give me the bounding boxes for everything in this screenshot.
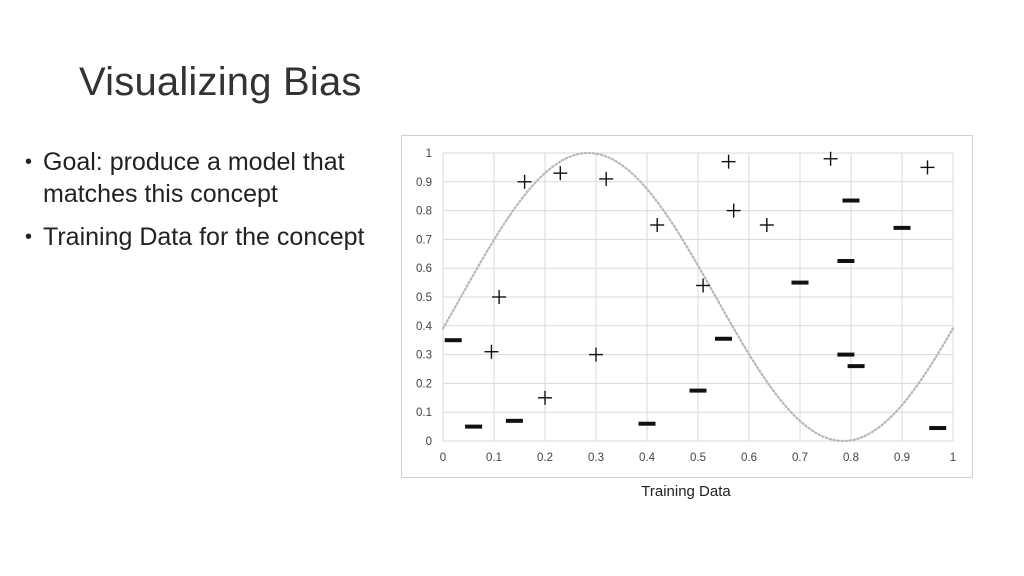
bullet-item: • Goal: produce a model that matches thi… [22, 146, 382, 210]
y-tick-label: 0.5 [416, 292, 432, 304]
dash-marker [465, 424, 483, 429]
dash-marker [837, 259, 855, 263]
chart-caption: Training Data [641, 483, 731, 500]
plus-marker [492, 290, 507, 304]
bullet-list: • Goal: produce a model that matches thi… [22, 146, 382, 264]
y-tick-label: 0 [426, 436, 432, 448]
y-tick-label: 0.2 [416, 378, 432, 390]
x-tick-label: 0.6 [741, 452, 757, 464]
plus-marker [517, 174, 532, 189]
y-tick-label: 1 [426, 148, 432, 160]
dash-marker [689, 388, 707, 393]
y-tick-label: 0.3 [416, 350, 432, 362]
x-tick-label: 0.4 [639, 452, 656, 464]
chart-svg: 0 0.1 0.2 0.3 0.4 0.5 0.6 0.7 0.8 0.9 1 0 0.1 0.2 0.3 0… [416, 148, 956, 464]
y-tick-label: 0.4 [416, 321, 433, 333]
plus-marker [589, 347, 603, 362]
dash-marker [929, 426, 947, 431]
plus-marker [823, 151, 838, 166]
y-tick-label: 0.6 [416, 263, 432, 275]
dash-marker [444, 338, 462, 343]
plus-marker [553, 166, 568, 181]
dash-marker [842, 198, 860, 203]
x-tick-label: 0.2 [537, 452, 553, 464]
plus-marker [759, 218, 774, 232]
dash-marker [893, 225, 911, 230]
x-tick-label: 0.9 [894, 452, 910, 464]
slide-title: Visualizing Bias [79, 60, 362, 104]
scatter-chart: 0 0.1 0.2 0.3 0.4 0.5 0.6 0.7 0.8 0.9 1 0 0.1 0.2 0.3 0… [401, 135, 973, 478]
bullet-dot: • [25, 226, 33, 248]
plus-marker [538, 390, 552, 405]
bullet-item: • Training Data for the concept [22, 221, 382, 253]
x-tick-label: 0.5 [690, 452, 706, 464]
y-tick-label: 0.9 [416, 177, 432, 189]
dash-marker [638, 421, 656, 426]
x-tick-label: 0.1 [486, 452, 502, 464]
y-tick-label: 0.8 [416, 206, 432, 218]
x-tick-label: 0 [440, 452, 446, 464]
plus-marker [650, 218, 665, 232]
bullet-text: Goal: produce a model that matches this … [43, 148, 345, 208]
x-tick-label: 0.3 [588, 452, 604, 464]
dash-marker [837, 352, 855, 357]
plus-marker [920, 160, 935, 175]
x-tick-label: 0.7 [792, 452, 808, 464]
plus-marker [721, 154, 736, 169]
plus-marker [726, 203, 741, 218]
x-tick-label: 0.8 [843, 452, 859, 464]
plus-marker [484, 344, 499, 359]
dash-marker [847, 364, 865, 369]
y-tick-label: 0.7 [416, 234, 432, 246]
dash-marker [791, 280, 809, 285]
dash-marker [715, 336, 732, 341]
plus-marker [599, 171, 614, 186]
y-tick-label: 0.1 [416, 407, 432, 419]
bullet-dot: • [25, 151, 33, 173]
x-tick-label: 1 [950, 452, 956, 464]
plus-marker [696, 278, 711, 293]
dash-marker [505, 418, 523, 423]
concept-curve [441, 151, 955, 443]
bullet-text: Training Data for the concept [43, 223, 365, 251]
